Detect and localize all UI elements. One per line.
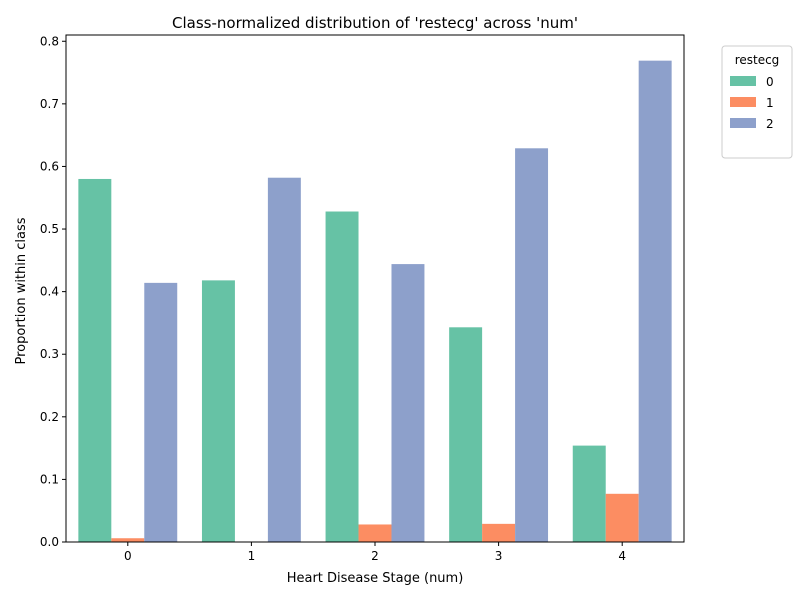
y-tick-label: 0.5 — [40, 222, 59, 236]
x-axis-label: Heart Disease Stage (num) — [287, 571, 464, 586]
x-axis: 0 1 2 3 4 — [124, 542, 626, 563]
bar-restecg-2-num-2 — [391, 264, 425, 542]
bar-restecg-0-num-1 — [201, 280, 235, 542]
y-axis-label: Proportion within class — [14, 217, 29, 364]
x-tick-label: 4 — [618, 549, 626, 563]
x-tick-label: 3 — [495, 549, 503, 563]
y-tick-label: 0.4 — [40, 285, 59, 299]
x-tick-label: 2 — [371, 549, 379, 563]
bar-restecg-0-num-2 — [325, 211, 359, 542]
chart-title: Class-normalized distribution of 'restec… — [172, 14, 578, 32]
bar-restecg-0-num-4 — [572, 445, 606, 542]
y-tick-label: 0.2 — [40, 410, 59, 424]
y-tick-label: 0.3 — [40, 347, 59, 361]
y-tick-label: 0.6 — [40, 159, 59, 173]
x-tick-label: 1 — [248, 549, 256, 563]
plot-frame — [65, 34, 685, 543]
bar-restecg-1-num-2 — [358, 524, 392, 542]
bar-restecg-2-num-0 — [144, 282, 178, 542]
legend-label-2: 2 — [766, 117, 774, 131]
legend-label-1: 1 — [766, 96, 774, 110]
legend-swatch-0 — [730, 76, 756, 86]
bar-restecg-2-num-3 — [515, 148, 549, 542]
y-axis: 0.0 0.1 0.2 0.3 0.4 0.5 0.6 0.7 0.8 — [40, 34, 66, 549]
legend-swatch-2 — [730, 118, 756, 128]
bar-restecg-1-num-4 — [605, 493, 639, 542]
x-tick-label: 0 — [124, 549, 132, 563]
legend-label-0: 0 — [766, 75, 774, 89]
bar-restecg-2-num-4 — [638, 60, 672, 542]
bars-group — [78, 60, 672, 543]
bar-restecg-1-num-0 — [111, 538, 145, 542]
bar-restecg-0-num-0 — [78, 178, 112, 543]
y-tick-label: 0.7 — [40, 97, 59, 111]
y-tick-label: 0.1 — [40, 472, 59, 486]
legend-title: restecg — [735, 53, 780, 67]
bar-restecg-2-num-1 — [267, 177, 301, 542]
legend-box — [721, 45, 793, 159]
legend-swatch-1 — [730, 97, 756, 107]
y-tick-label: 0.0 — [40, 535, 59, 549]
y-tick-label: 0.8 — [40, 34, 59, 48]
legend: restecg 0 1 2 — [721, 45, 793, 159]
bar-restecg-0-num-3 — [449, 327, 483, 542]
bar-restecg-1-num-3 — [482, 523, 516, 542]
